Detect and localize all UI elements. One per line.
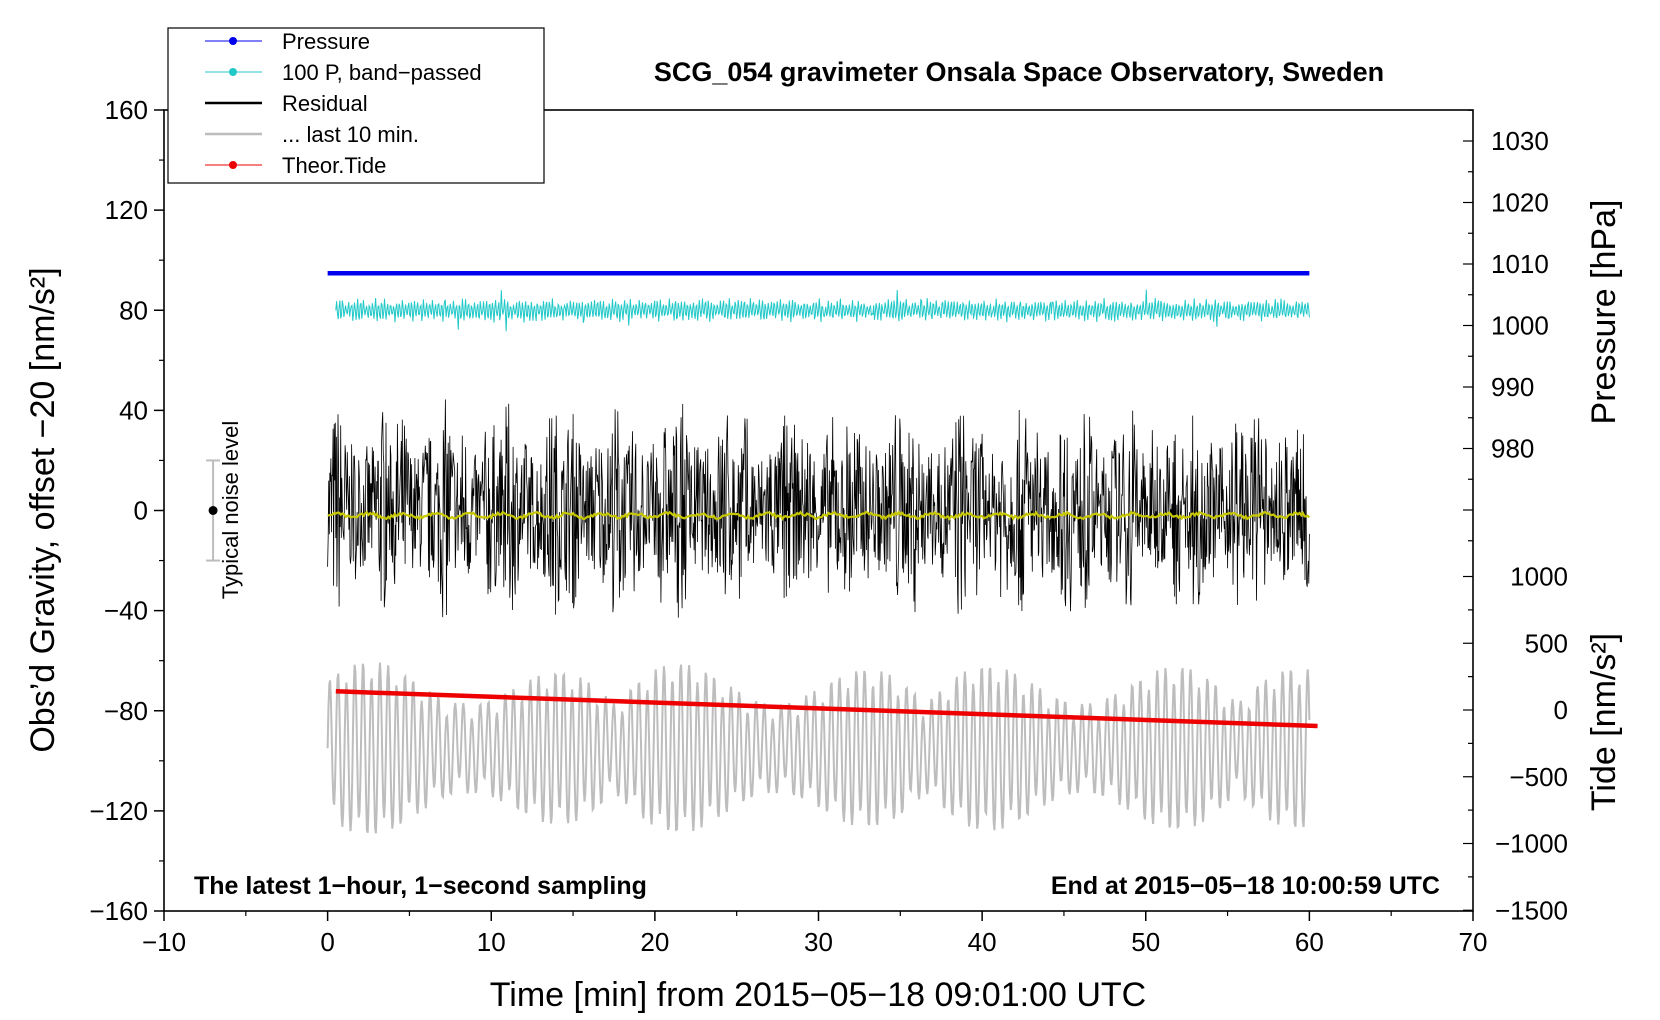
x-tick-label: 20: [640, 927, 669, 957]
y-tick-label: −120: [89, 796, 148, 826]
legend-items: Pressure 100 P, band−passed Residual ... la…: [205, 29, 482, 178]
y-tick-label: 120: [105, 195, 148, 225]
legend-marker: [229, 161, 237, 169]
x-tick-label: 10: [477, 927, 506, 957]
pressure-tick-label: 990: [1491, 372, 1534, 402]
legend-marker: [229, 37, 237, 45]
legend-label: 100 P, band−passed: [282, 60, 482, 85]
y-axis-label-tide: Tide [nm/s²]: [1585, 633, 1623, 811]
annotation-end-time: End at 2015−05−18 10:00:59 UTC: [1051, 872, 1440, 900]
tide-tick-label: −1500: [1495, 895, 1568, 925]
tide-tick-label: 1000: [1510, 562, 1568, 592]
legend-box: [167, 27, 545, 184]
residual-series-line: [327, 399, 1310, 618]
pressure-tick-label: 1000: [1491, 311, 1549, 341]
legend-label: ... last 10 min.: [282, 122, 419, 147]
legend-label: Pressure: [282, 29, 370, 54]
x-tick-label: 70: [1459, 927, 1488, 957]
bandpassed-pressure-line: [335, 289, 1310, 332]
x-tick-label: 40: [968, 927, 997, 957]
series-layer: [206, 270, 1318, 834]
y-tick-label: −80: [104, 696, 148, 726]
tide-series-line: [335, 689, 1318, 729]
pressure-tick-label: 1020: [1491, 188, 1549, 218]
y-axis-label-gravity: Obs’d Gravity, offset −20 [nm/s²]: [24, 267, 62, 752]
y-tick-label: −40: [104, 596, 148, 626]
x-tick-label: −10: [142, 927, 186, 957]
legend: Pressure 100 P, band−passed Residual ... la…: [167, 27, 545, 184]
noise-bar-center: [208, 506, 218, 515]
axes-layer: −10 0 10 20 30 40 50 60 7016012080400−40−80−120−…: [89, 95, 1568, 957]
tide-tick-label: 500: [1525, 628, 1568, 658]
last-10-min-line: [326, 662, 1311, 834]
x-tick-label: 50: [1131, 927, 1160, 957]
x-axis-label: Time [min] from 2015−05−18 09:01:00 UTC: [490, 976, 1146, 1014]
chart-title: SCG_054 gravimeter Onsala Space Observat…: [654, 57, 1384, 87]
pressure-tick-label: 1010: [1491, 249, 1549, 279]
x-tick-label: 0: [320, 927, 334, 957]
legend-label: Theor.Tide: [282, 153, 386, 178]
tide-tick-label: −1000: [1495, 829, 1568, 859]
tide-tick-label: −500: [1509, 762, 1568, 792]
x-tick-label: 30: [804, 927, 833, 957]
annotation-latest-hour: The latest 1−hour, 1−second sampling: [194, 872, 647, 900]
legend-label: Residual: [282, 91, 368, 116]
y-tick-label: −160: [89, 896, 148, 926]
tide-tick-label: 0: [1554, 695, 1568, 725]
y-tick-label: 40: [119, 395, 148, 425]
x-tick-label: 60: [1295, 927, 1324, 957]
y-axis-label-pressure: Pressure [hPa]: [1585, 200, 1623, 425]
noise-level-label: Typical noise level: [218, 421, 243, 600]
pressure-tick-label: 1030: [1491, 126, 1549, 156]
legend-marker: [229, 68, 237, 76]
residual-smoothed-line: [327, 510, 1311, 521]
y-tick-label: 160: [105, 95, 148, 125]
pressure-tick-label: 980: [1491, 434, 1534, 464]
y-tick-label: 0: [134, 496, 148, 526]
y-tick-label: 80: [119, 295, 148, 325]
